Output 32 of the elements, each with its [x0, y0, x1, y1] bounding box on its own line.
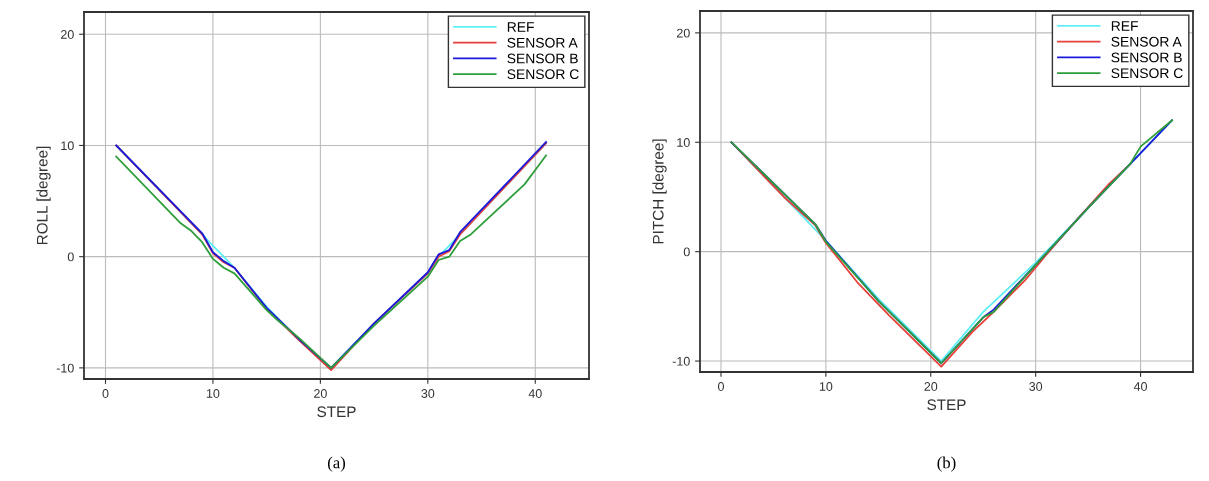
x-tick-label: 0: [717, 382, 724, 391]
y-tick-label: 0: [67, 252, 74, 262]
x-tick-label: 20: [314, 389, 327, 398]
y-axis-title: PITCH [degree]: [652, 139, 667, 244]
y-tick-label: -10: [672, 356, 690, 366]
x-axis-title: STEP: [927, 399, 966, 411]
x-tick-label: 40: [1133, 382, 1148, 391]
x-axis-title: STEP: [317, 406, 356, 418]
legend-label: REF: [1111, 21, 1138, 31]
legend-label: SENSOR B: [1111, 52, 1182, 63]
x-tick-label: 30: [1029, 382, 1043, 391]
legend-label: SENSOR B: [507, 53, 578, 64]
text: (a): [327, 456, 346, 472]
x-tick-label: 40: [528, 389, 542, 398]
y-tick-label: -10: [56, 363, 74, 373]
legend-label: SENSOR A: [507, 37, 578, 48]
legend-label: SENSOR A: [1111, 36, 1182, 47]
y-tick-label: 0: [683, 247, 690, 257]
y-axis-title: ROLL [degree]: [36, 146, 51, 245]
text: (b): [937, 456, 956, 472]
x-tick-label: 0: [102, 389, 109, 398]
x-tick-label: 10: [206, 389, 220, 398]
x-tick-label: 10: [819, 382, 833, 391]
x-tick-label: 30: [421, 389, 435, 398]
y-tick-label: 20: [677, 28, 690, 38]
y-tick-label: 10: [61, 141, 74, 151]
legend-label: REF: [507, 22, 534, 32]
y-tick-label: 20: [61, 30, 74, 39]
x-tick-label: 20: [924, 382, 938, 391]
legend-label: SENSOR C: [507, 69, 579, 80]
y-tick-label: 10: [677, 138, 690, 147]
legend-label: SENSOR C: [1111, 68, 1183, 79]
